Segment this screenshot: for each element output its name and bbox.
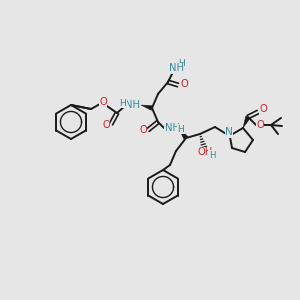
Text: O: O	[139, 125, 147, 135]
Text: O: O	[180, 79, 188, 89]
Polygon shape	[243, 116, 250, 128]
Text: O: O	[102, 120, 110, 130]
Text: NH: NH	[169, 63, 184, 73]
Polygon shape	[179, 129, 188, 140]
Text: OH: OH	[197, 147, 213, 157]
Text: H: H	[209, 151, 215, 160]
Text: NH: NH	[164, 123, 179, 133]
Text: H: H	[120, 98, 126, 107]
Text: H: H	[178, 58, 185, 68]
Text: H: H	[178, 124, 184, 134]
Text: O: O	[99, 97, 107, 107]
Text: N: N	[225, 127, 233, 137]
Text: O: O	[259, 104, 267, 114]
Text: O: O	[256, 120, 264, 130]
Polygon shape	[141, 105, 153, 110]
Text: NH: NH	[124, 100, 140, 110]
